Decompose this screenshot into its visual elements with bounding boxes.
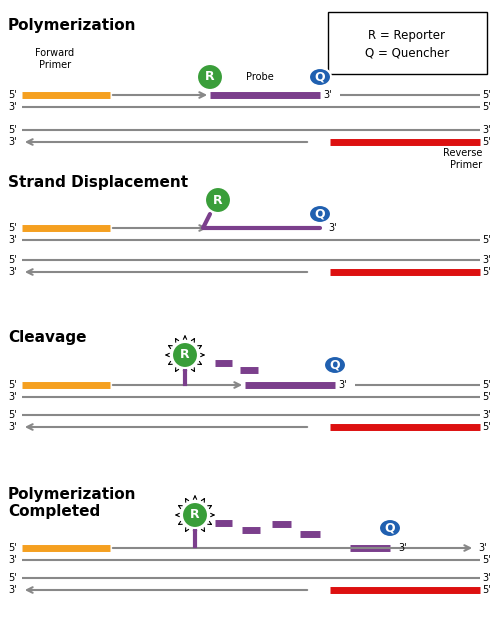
Text: 5': 5' — [482, 380, 491, 390]
Text: 3': 3' — [323, 90, 332, 100]
Text: R: R — [213, 193, 223, 207]
Text: 3': 3' — [8, 555, 17, 565]
Text: 5': 5' — [8, 380, 17, 390]
Text: 3': 3' — [8, 235, 17, 245]
Text: Polymerization: Polymerization — [8, 18, 136, 33]
Text: 3': 3' — [398, 543, 407, 553]
Text: 5': 5' — [482, 585, 491, 595]
Text: R: R — [205, 70, 215, 83]
Text: 5': 5' — [482, 90, 491, 100]
Text: 3': 3' — [8, 585, 17, 595]
Text: 5': 5' — [482, 137, 491, 147]
Text: 3': 3' — [482, 573, 491, 583]
Circle shape — [172, 342, 198, 368]
Ellipse shape — [309, 205, 331, 223]
Text: 5': 5' — [482, 392, 491, 402]
Text: 5': 5' — [8, 90, 17, 100]
Text: 3': 3' — [482, 125, 491, 135]
Text: 5': 5' — [482, 555, 491, 565]
Text: Forward
Primer: Forward Primer — [35, 49, 74, 70]
Text: 5': 5' — [8, 543, 17, 553]
Text: 3': 3' — [328, 223, 337, 233]
Text: 3': 3' — [8, 102, 17, 112]
FancyBboxPatch shape — [328, 12, 487, 74]
Text: 5': 5' — [8, 573, 17, 583]
Circle shape — [182, 502, 208, 528]
Text: 3': 3' — [8, 392, 17, 402]
Ellipse shape — [379, 519, 401, 537]
Text: 5': 5' — [8, 255, 17, 265]
Circle shape — [197, 64, 223, 90]
Text: Reverse
Primer: Reverse Primer — [442, 148, 482, 170]
Text: Strand Displacement: Strand Displacement — [8, 175, 188, 190]
Text: 5': 5' — [482, 267, 491, 277]
Text: 5': 5' — [482, 102, 491, 112]
Text: Q: Q — [314, 70, 325, 83]
Text: 3': 3' — [8, 137, 17, 147]
Text: R: R — [190, 509, 200, 522]
Text: R = Reporter
Q = Quencher: R = Reporter Q = Quencher — [365, 29, 449, 60]
Text: 3': 3' — [482, 255, 491, 265]
Ellipse shape — [309, 68, 331, 86]
Text: 3': 3' — [338, 380, 347, 390]
Text: 3': 3' — [8, 267, 17, 277]
Text: Q: Q — [330, 358, 340, 371]
Text: Q: Q — [385, 522, 395, 534]
Text: Q: Q — [314, 207, 325, 221]
Ellipse shape — [324, 356, 346, 374]
Text: 5': 5' — [8, 125, 17, 135]
Text: 5': 5' — [8, 223, 17, 233]
Text: Probe: Probe — [246, 72, 274, 82]
Text: 5': 5' — [8, 410, 17, 420]
Text: Polymerization
Completed: Polymerization Completed — [8, 487, 136, 520]
Text: 3': 3' — [478, 543, 487, 553]
Text: Cleavage: Cleavage — [8, 330, 86, 345]
Text: 5': 5' — [482, 235, 491, 245]
Text: 5': 5' — [482, 422, 491, 432]
Text: 3': 3' — [482, 410, 491, 420]
Text: 3': 3' — [8, 422, 17, 432]
Circle shape — [205, 187, 231, 213]
Text: R: R — [180, 349, 190, 362]
